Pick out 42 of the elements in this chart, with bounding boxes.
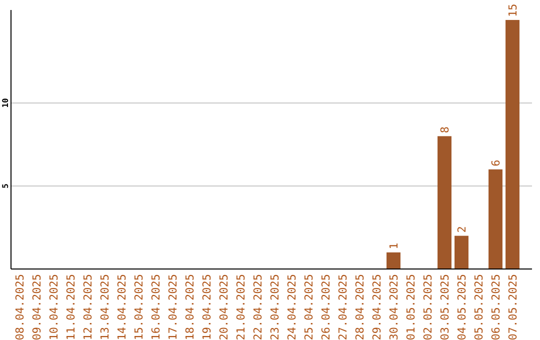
x-tick-label: 14.04.2025 xyxy=(116,274,128,340)
bar xyxy=(488,169,502,269)
x-tick-label: 13.04.2025 xyxy=(98,274,112,340)
x-tick-label: 08.04.2025 xyxy=(14,274,26,340)
bar xyxy=(454,236,468,269)
data-label: 15 xyxy=(506,4,520,17)
x-tick-label: 18.04.2025 xyxy=(184,274,196,340)
x-tick-label: 03.05.2025 xyxy=(438,274,452,340)
x-tick-label: 10.04.2025 xyxy=(48,274,60,340)
x-tick-label: 16.04.2025 xyxy=(150,274,162,340)
x-tick-label: 21.04.2025 xyxy=(234,274,248,340)
x-tick-label: 01.05.2025 xyxy=(404,274,418,340)
x-tick-label: 28.04.2025 xyxy=(354,274,366,340)
x-tick-label: 25.04.2025 xyxy=(302,274,316,340)
x-tick-label: 17.04.2025 xyxy=(166,274,180,340)
data-label: 1 xyxy=(388,242,400,250)
x-tick-label: 23.04.2025 xyxy=(268,274,282,340)
x-tick-label: 19.04.2025 xyxy=(200,274,214,340)
data-label: 6 xyxy=(490,160,502,166)
data-label: 2 xyxy=(456,226,468,233)
bar xyxy=(506,20,520,269)
x-tick-label: 12.04.2025 xyxy=(82,274,94,340)
x-tick-label: 22.04.2025 xyxy=(252,274,264,340)
x-tick-label: 06.05.2025 xyxy=(490,274,502,340)
x-tick-label: 09.04.2025 xyxy=(30,274,44,340)
x-tick-label: 04.05.2025 xyxy=(456,274,468,340)
x-tick-label: 15.04.2025 xyxy=(132,274,146,340)
y-tick-label: 10 xyxy=(1,98,10,108)
y-tick-label: 5 xyxy=(1,183,10,188)
bar xyxy=(438,136,452,269)
x-tick-label: 20.04.2025 xyxy=(218,274,230,340)
data-label: 8 xyxy=(438,126,452,134)
x-tick-label: 30.04.2025 xyxy=(388,274,400,340)
x-tick-label: 27.04.2025 xyxy=(336,274,350,340)
bar xyxy=(386,252,400,269)
x-tick-label: 29.04.2025 xyxy=(370,274,384,340)
x-tick-label: 05.05.2025 xyxy=(472,274,486,340)
x-tick-label: 11.04.2025 xyxy=(64,274,78,340)
x-tick-label: 24.04.2025 xyxy=(286,274,298,340)
x-tick-label: 26.04.2025 xyxy=(320,274,332,340)
x-tick-label: 02.05.2025 xyxy=(422,274,434,340)
x-tick-label: 07.05.2025 xyxy=(506,274,520,340)
